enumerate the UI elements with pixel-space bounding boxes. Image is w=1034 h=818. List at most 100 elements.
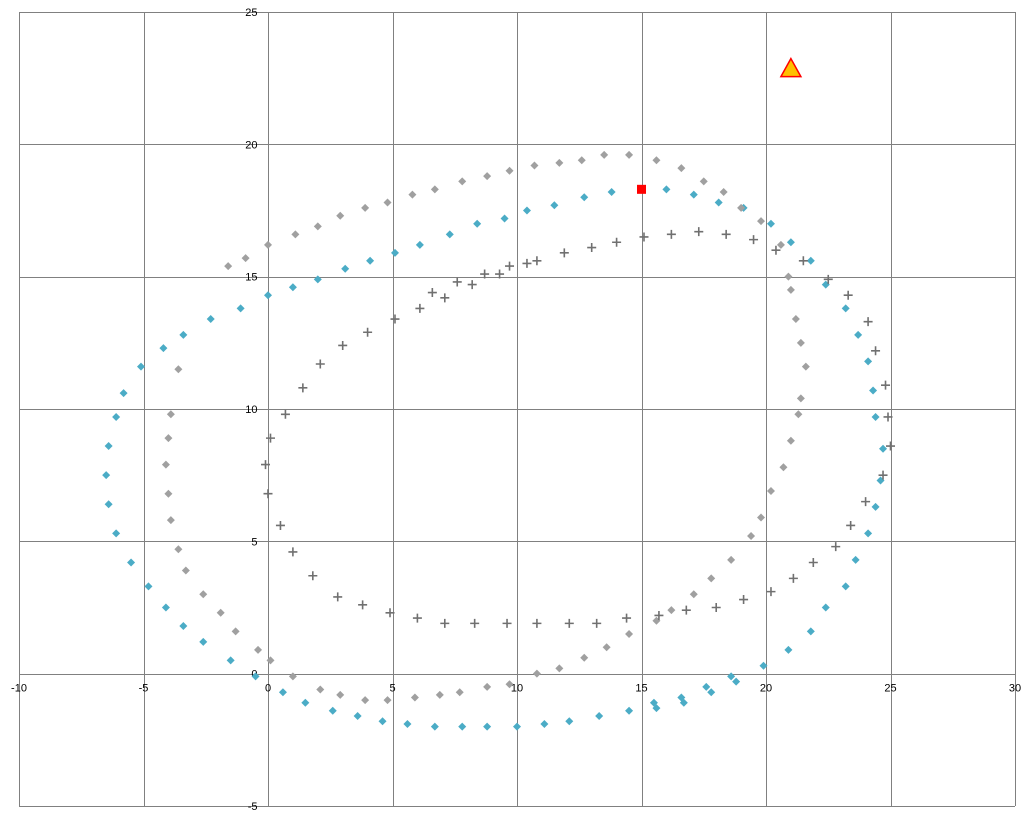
diamond-point xyxy=(341,264,350,273)
diamond-point xyxy=(779,463,788,472)
plus-point xyxy=(265,433,275,443)
diamond-point xyxy=(577,156,586,165)
y-tick-label: 5 xyxy=(251,536,257,548)
x-tick-label: -5 xyxy=(139,683,149,695)
plus-point xyxy=(694,227,704,237)
plus-point xyxy=(363,327,373,337)
diamond-point xyxy=(483,722,492,731)
diamond-point xyxy=(540,719,549,728)
diamond-point xyxy=(786,436,795,445)
plus-point xyxy=(467,280,477,290)
diamond-point xyxy=(137,362,146,371)
diamond-point xyxy=(667,606,676,615)
diamond-point xyxy=(161,460,170,469)
diamond-point xyxy=(408,190,417,199)
diamond-point xyxy=(415,240,424,249)
diamond-point xyxy=(602,643,611,652)
x-tick-label: 20 xyxy=(760,683,772,695)
diamond-point xyxy=(458,177,467,186)
diamond-point xyxy=(652,704,661,713)
plus-point xyxy=(681,605,691,615)
plus-point xyxy=(798,256,808,266)
plus-point xyxy=(788,573,798,583)
diamond-point xyxy=(677,164,686,173)
diamond-point xyxy=(291,230,300,239)
plus-point xyxy=(385,608,395,618)
plus-point xyxy=(280,409,290,419)
plus-point xyxy=(470,618,480,628)
diamond-point xyxy=(328,706,337,715)
plus-point xyxy=(654,610,664,620)
diamond-point xyxy=(104,500,113,509)
diamond-point xyxy=(662,185,671,194)
series-1-diamond xyxy=(102,185,888,731)
diamond-point xyxy=(757,217,766,226)
diamond-point xyxy=(786,238,795,247)
x-tick-label: 15 xyxy=(635,683,647,695)
diamond-point xyxy=(841,304,850,313)
axes xyxy=(19,12,1016,807)
plus-point xyxy=(495,269,505,279)
plus-point xyxy=(522,258,532,268)
diamond-point xyxy=(164,434,173,443)
triangle-point xyxy=(779,57,803,78)
diamond-point xyxy=(301,698,310,707)
diamond-point xyxy=(435,690,444,699)
plus-point xyxy=(440,618,450,628)
diamond-point xyxy=(505,166,514,175)
diamond-point xyxy=(714,198,723,207)
plus-point xyxy=(587,243,597,253)
x-tick-label: 25 xyxy=(884,683,896,695)
diamond-point xyxy=(600,150,609,159)
plus-point xyxy=(532,618,542,628)
diamond-point xyxy=(455,688,464,697)
diamond-point xyxy=(702,682,711,691)
diamond-point xyxy=(595,712,604,721)
diamond-point xyxy=(796,338,805,347)
diamond-point xyxy=(580,193,589,202)
x-tick-label: 0 xyxy=(265,683,271,695)
x-tick-label: -10 xyxy=(11,683,27,695)
diamond-point xyxy=(166,516,175,525)
diamond-point xyxy=(383,696,392,705)
diamond-point xyxy=(806,627,815,636)
plus-point xyxy=(412,613,422,623)
plus-point xyxy=(288,547,298,557)
diamond-point xyxy=(580,653,589,662)
data-series xyxy=(102,57,895,731)
diamond-point xyxy=(784,272,793,281)
diamond-point xyxy=(264,291,272,300)
plus-point xyxy=(771,245,781,255)
plus-point xyxy=(846,520,856,530)
diamond-point xyxy=(199,637,208,646)
diamond-point xyxy=(689,590,698,599)
diamond-point xyxy=(841,582,850,591)
diamond-point xyxy=(791,315,800,324)
plus-point xyxy=(861,497,871,507)
diamond-point xyxy=(707,574,716,583)
diamond-point xyxy=(226,656,235,665)
diamond-point xyxy=(112,412,121,421)
diamond-point xyxy=(199,590,208,599)
diamond-point xyxy=(513,722,521,731)
plus-point xyxy=(863,317,873,327)
diamond-point xyxy=(766,487,775,496)
plus-point xyxy=(275,520,285,530)
plus-point xyxy=(298,383,308,393)
plus-point xyxy=(564,618,574,628)
diamond-point xyxy=(871,412,880,421)
series-2-diamond xyxy=(161,150,810,705)
diamond-point xyxy=(550,201,559,210)
diamond-point xyxy=(166,410,175,419)
x-tick-label: 10 xyxy=(511,683,523,695)
plus-point xyxy=(452,277,462,287)
x-tick-label: 5 xyxy=(389,683,395,695)
diamond-point xyxy=(864,357,873,366)
diamond-point xyxy=(241,254,250,263)
plus-point xyxy=(622,613,632,623)
diamond-point xyxy=(144,582,153,591)
diamond-point xyxy=(179,622,188,631)
diamond-point xyxy=(383,198,392,207)
